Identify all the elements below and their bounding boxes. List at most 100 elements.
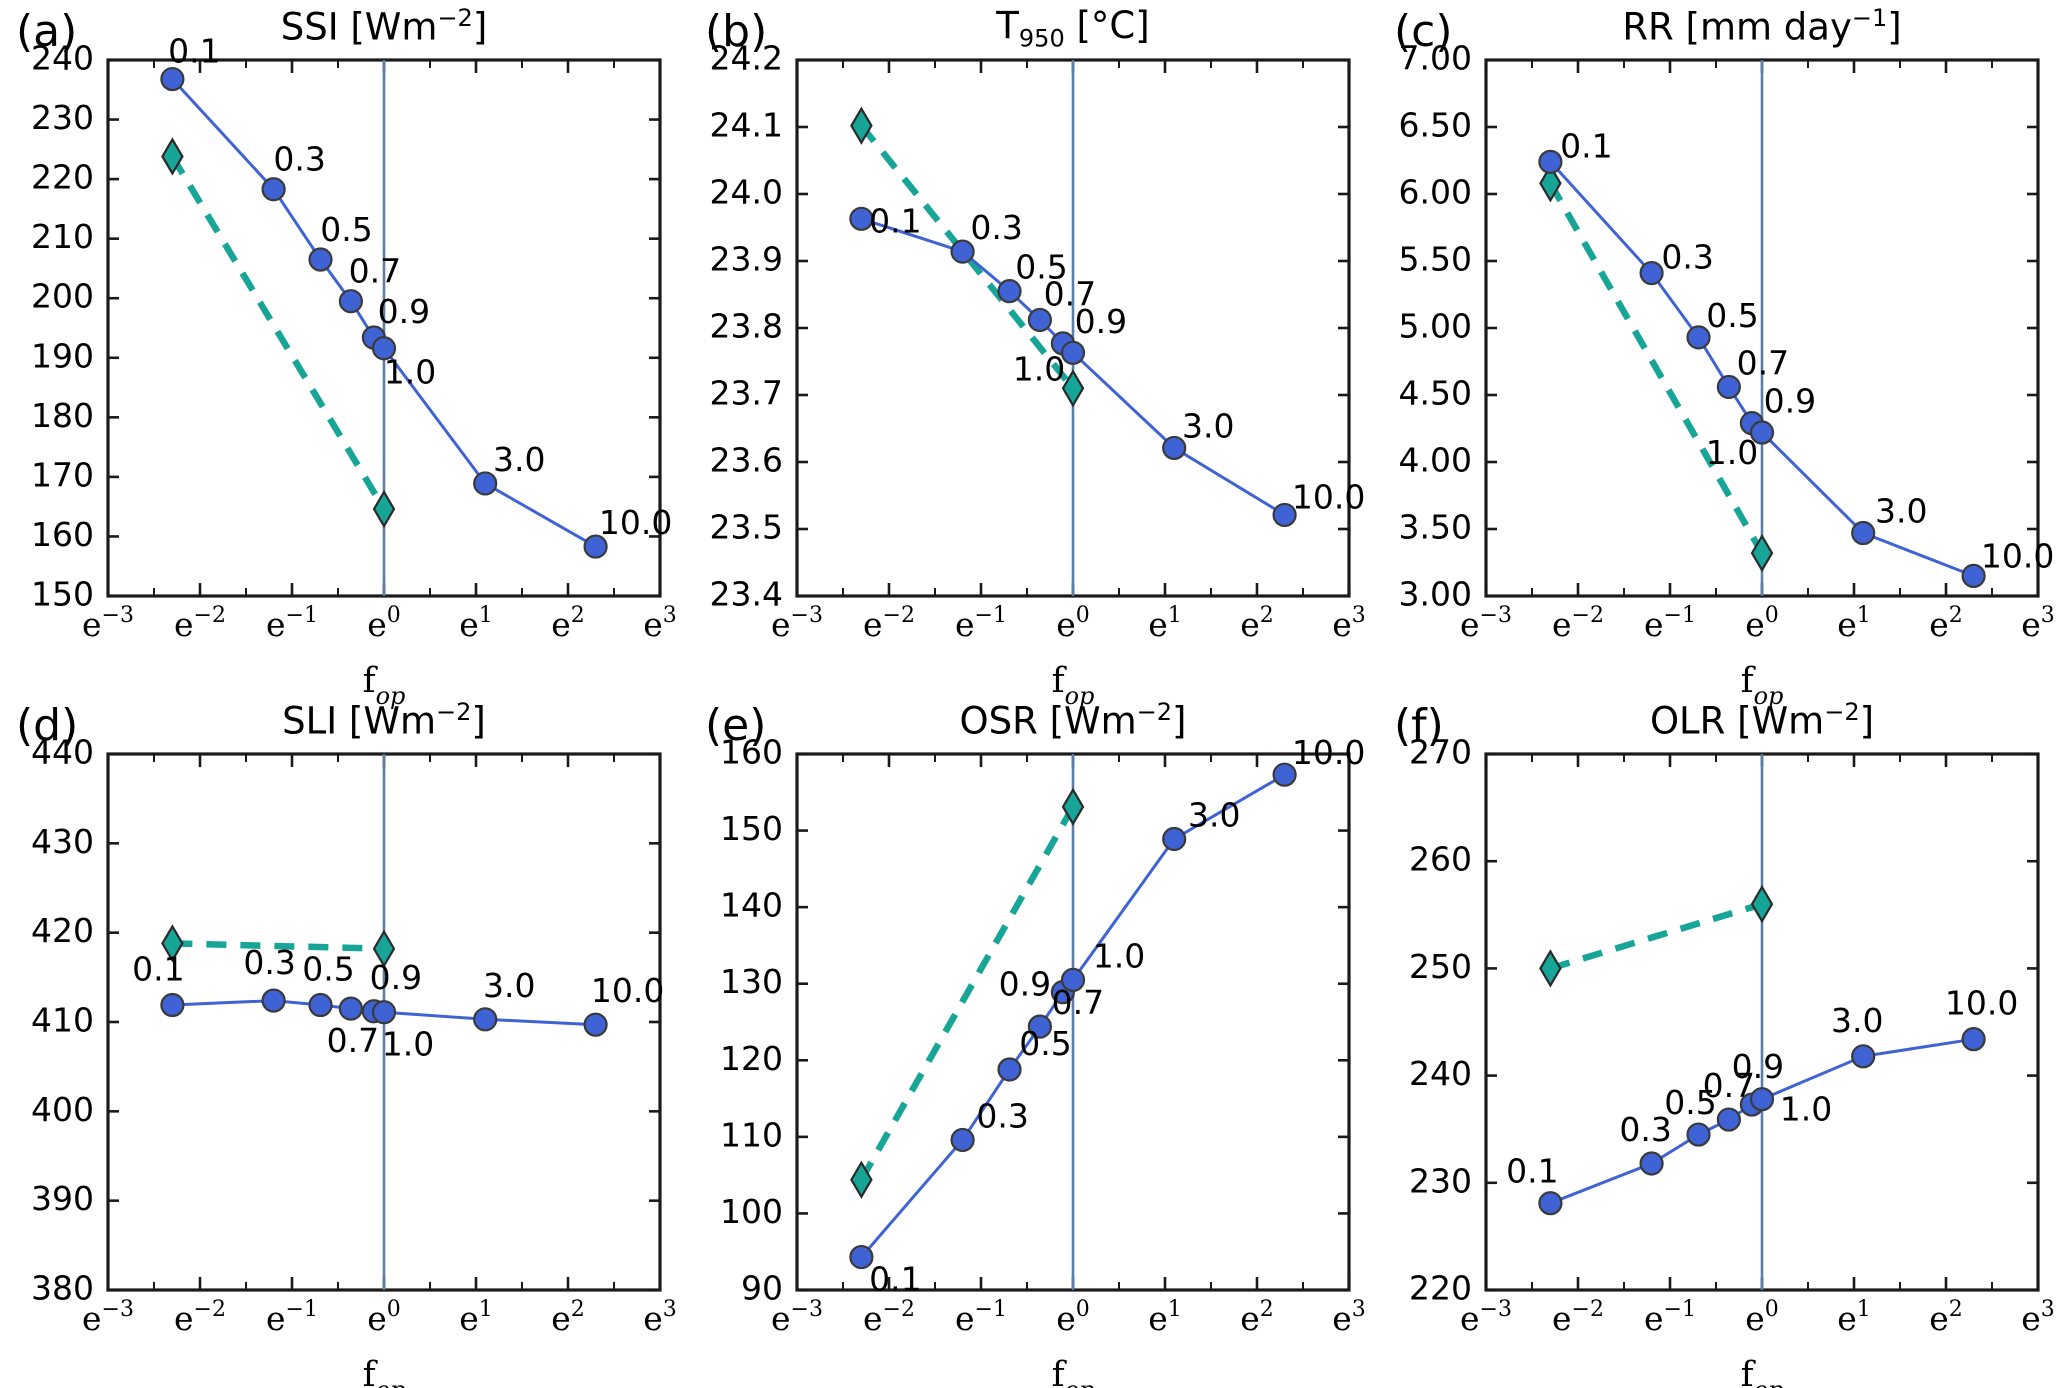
x-axis-label: fop	[1741, 661, 1784, 710]
x-tick-label: e0	[1745, 603, 1779, 644]
data-point-diamond[interactable]	[1750, 884, 1774, 924]
data-point-circle[interactable]	[371, 336, 397, 361]
data-point-circle[interactable]	[997, 279, 1022, 304]
x-tick-label: e−1	[266, 603, 318, 644]
y-tick-label: 190	[31, 336, 94, 375]
data-point-circle[interactable]	[1716, 1107, 1741, 1132]
y-tick-label: 5.00	[1399, 307, 1472, 346]
data-point-circle[interactable]	[1162, 435, 1187, 461]
panel-a: (a) SSI [Wm−2] 150 160 170 180 190 200 210 220 230…	[0, 0, 689, 710]
data-point-circle[interactable]	[1272, 502, 1297, 528]
data-point-circle[interactable]	[473, 471, 498, 496]
point-label: 0.3	[1661, 238, 1713, 277]
data-point-circle[interactable]	[1686, 325, 1711, 350]
series-line-solid-circles	[860, 773, 1286, 1259]
point-label: 10.0	[1945, 984, 2018, 1023]
x-tick-label: e3	[1332, 1297, 1366, 1338]
point-label: 0.5	[302, 950, 354, 989]
data-point-circle[interactable]	[1639, 1151, 1664, 1176]
x-tick-label: e2	[1929, 603, 1963, 644]
panel-b: (b) T950 [°C] 23.4 23.5 23.6 23.7 23.8 23.9 24.0…	[689, 0, 1378, 710]
y-tick-label: 180	[31, 396, 94, 435]
y-tick-label: 23.5	[710, 508, 783, 547]
data-point-circle[interactable]	[371, 1000, 397, 1025]
data-point-circle[interactable]	[849, 1244, 874, 1270]
data-point-circle[interactable]	[1749, 420, 1775, 445]
data-point-circle[interactable]	[1162, 826, 1187, 852]
data-point-circle[interactable]	[1272, 762, 1297, 787]
point-label: 3.0	[493, 440, 545, 479]
data-point-diamond[interactable]	[1539, 164, 1562, 203]
data-point-circle[interactable]	[1686, 1122, 1711, 1147]
y-tick-label: 210	[31, 217, 94, 256]
data-point-circle[interactable]	[308, 992, 333, 1018]
x-tick-label: e2	[1929, 1297, 1963, 1338]
data-point-circle[interactable]	[950, 1127, 975, 1153]
data-point-diamond[interactable]	[850, 106, 873, 145]
data-point-circle[interactable]	[1851, 520, 1876, 546]
x-tick-label: e3	[643, 603, 677, 644]
data-point-circle[interactable]	[849, 206, 874, 231]
data-point-circle[interactable]	[1749, 1087, 1775, 1112]
data-point-circle[interactable]	[583, 1012, 608, 1037]
x-tick-label: e−2	[863, 603, 915, 644]
data-point-diamond[interactable]	[1750, 533, 1774, 573]
data-point-diamond[interactable]	[372, 929, 396, 968]
data-point-circle[interactable]	[473, 1007, 498, 1032]
x-tick-label: e2	[551, 603, 585, 644]
data-point-circle[interactable]	[1961, 1027, 1986, 1052]
title-tail: ]	[1859, 699, 1875, 743]
data-point-circle[interactable]	[160, 992, 185, 1018]
y-tick-label: 24.1	[710, 106, 783, 145]
data-point-circle[interactable]	[160, 66, 185, 92]
data-point-diamond[interactable]	[1061, 787, 1085, 827]
point-label: 10.0	[1292, 477, 1365, 516]
x-tick-label: e3	[2021, 603, 2055, 644]
y-tick-label: 380	[31, 1269, 94, 1308]
data-point-circle[interactable]	[261, 988, 286, 1013]
data-point-circle[interactable]	[338, 996, 363, 1021]
data-point-circle[interactable]	[1060, 340, 1086, 365]
data-point-circle[interactable]	[1538, 149, 1563, 174]
x-tick-label: e1	[459, 1297, 493, 1338]
data-point-circle[interactable]	[1851, 1044, 1876, 1069]
title-superscript: −1	[1851, 4, 1888, 32]
data-point-diamond[interactable]	[850, 1160, 873, 1199]
data-point-circle[interactable]	[950, 239, 975, 264]
point-label: 0.7	[1703, 1066, 1755, 1105]
panel-title-a: SSI [Wm−2]	[108, 4, 660, 48]
x-tick-label: e0	[367, 603, 401, 644]
y-tick-label: 150	[720, 809, 783, 848]
y-tick-label: 140	[720, 886, 783, 925]
data-point-circle[interactable]	[1538, 1191, 1563, 1216]
data-point-diamond[interactable]	[372, 489, 396, 529]
panel-d: (d) SLI [Wm−2] 380 390 400 410 420 430 440 e−3 e−2…	[0, 694, 689, 1388]
y-tick-label: 90	[741, 1269, 783, 1308]
point-label: 0.9	[1764, 382, 1816, 421]
y-tick-label: 220	[1409, 1269, 1472, 1308]
y-tick-label: 7.00	[1399, 39, 1472, 78]
data-point-circle[interactable]	[261, 177, 286, 202]
data-point-circle[interactable]	[1961, 563, 1986, 589]
x-tick-label: e−1	[955, 603, 1007, 644]
y-tick-label: 23.4	[710, 575, 783, 614]
data-point-circle[interactable]	[1027, 307, 1052, 333]
data-point-circle[interactable]	[583, 534, 608, 559]
data-point-circle[interactable]	[1027, 1014, 1052, 1039]
point-label: 0.9	[370, 958, 422, 997]
data-point-circle[interactable]	[308, 247, 333, 272]
data-point-diamond[interactable]	[161, 924, 184, 963]
data-point-circle[interactable]	[997, 1057, 1022, 1082]
data-point-diamond[interactable]	[1061, 369, 1085, 408]
title-superscript: −2	[437, 4, 473, 32]
x-tick-label: e−2	[174, 1297, 226, 1338]
x-axis-label: fop	[1052, 1355, 1095, 1388]
data-point-circle[interactable]	[1639, 260, 1664, 286]
data-point-diamond[interactable]	[161, 137, 184, 176]
data-point-circle[interactable]	[1716, 374, 1741, 400]
point-label: 0.3	[273, 140, 325, 179]
data-point-diamond[interactable]	[1539, 949, 1562, 988]
data-point-circle[interactable]	[338, 289, 363, 314]
data-point-circle[interactable]	[1060, 967, 1086, 992]
